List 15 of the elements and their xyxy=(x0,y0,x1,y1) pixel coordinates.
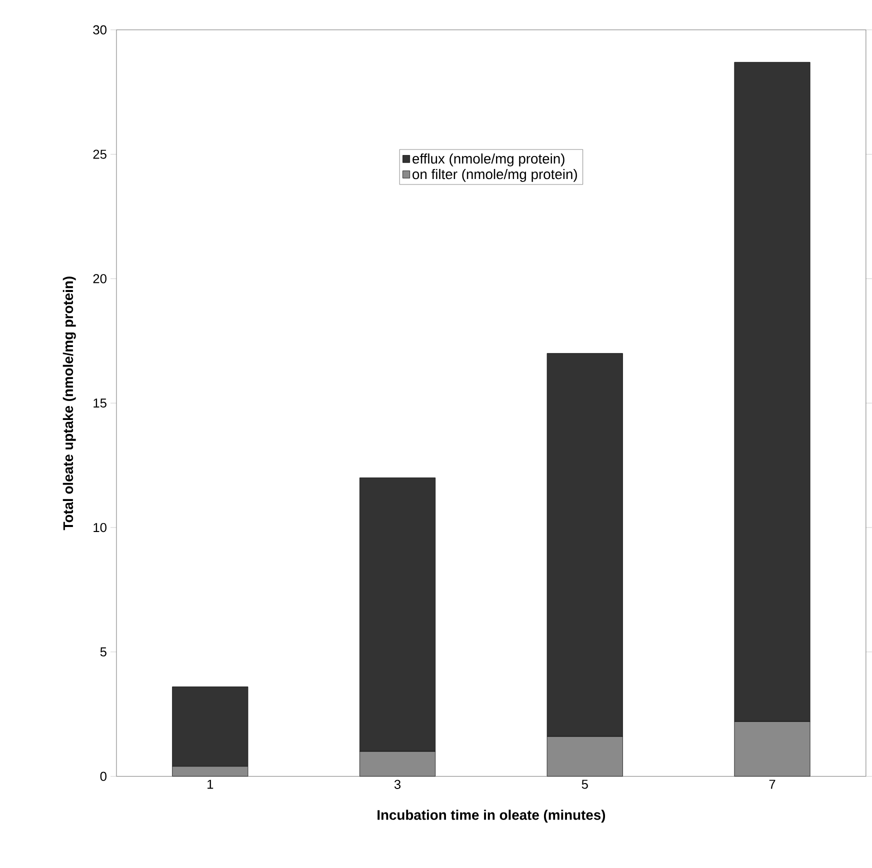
y-tick-label: 10 xyxy=(94,522,106,532)
legend-label: on filter (nmole/mg protein) xyxy=(412,169,577,182)
legend-label: efflux (nmole/mg protein) xyxy=(412,154,564,166)
x-tick-label: 3 xyxy=(394,780,401,790)
y-tick-label: 25 xyxy=(93,150,106,159)
x-tick-label: 5 xyxy=(582,780,588,789)
y-tick-label: 5 xyxy=(100,647,106,656)
y-tick-label: 30 xyxy=(93,25,106,34)
y-tick-label: 20 xyxy=(93,274,106,284)
y-tick-label: 15 xyxy=(94,398,106,408)
x-tick-label: 1 xyxy=(208,780,214,789)
y-tick-label: 0 xyxy=(100,772,106,781)
y-axis-title: Total oleate uptake (nmole/mg protein) xyxy=(62,276,76,530)
x-tick-label: 7 xyxy=(769,780,776,789)
x-axis-title: Incubation time in oleate (minutes) xyxy=(378,810,606,823)
